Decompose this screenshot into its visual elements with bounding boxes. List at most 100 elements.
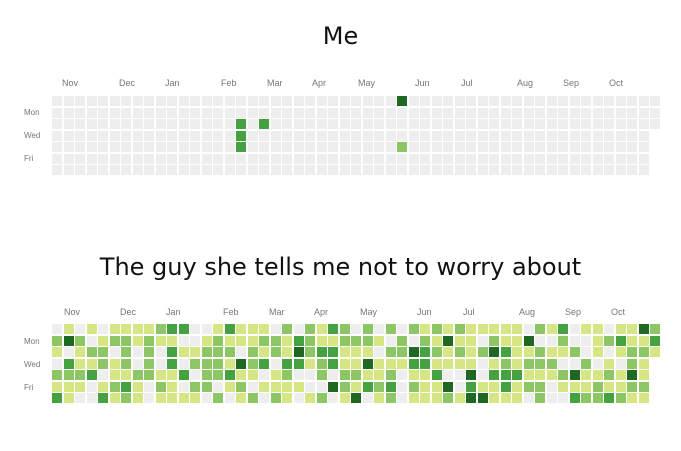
contribution-cell [63, 107, 74, 118]
contribution-cell [466, 107, 476, 118]
contribution-cell [385, 96, 396, 106]
contribution-cell [604, 393, 614, 403]
contribution-cell [52, 153, 62, 164]
contribution-cell [466, 153, 476, 164]
contribution-cell [155, 119, 166, 129]
contribution-cell [385, 324, 396, 334]
contribution-cell [224, 153, 235, 164]
contribution-cell [282, 107, 292, 118]
contribution-cell [201, 165, 212, 175]
contribution-cell [546, 324, 557, 334]
contribution-cell [98, 324, 108, 334]
day-label-wed: Wed [24, 360, 41, 369]
contribution-cell [121, 130, 131, 141]
contribution-cell [512, 107, 522, 118]
contribution-cell [604, 96, 614, 106]
contribution-cell [466, 335, 476, 346]
contribution-cell [385, 107, 396, 118]
contribution-cell [144, 96, 154, 106]
contribution-cell [650, 107, 660, 118]
contribution-cell [63, 142, 74, 152]
contribution-cell [121, 393, 131, 403]
contribution-cell [615, 381, 626, 392]
contribution-cell [477, 142, 488, 152]
contribution-cell [385, 153, 396, 164]
contribution-cell [443, 119, 453, 129]
month-label-oct: Oct [611, 307, 626, 317]
contribution-cell [592, 358, 603, 369]
contribution-cell [466, 165, 476, 175]
contribution-cell [431, 347, 442, 357]
contribution-cell [155, 381, 166, 392]
contribution-cell [247, 142, 258, 152]
contribution-cell [535, 370, 545, 380]
contribution-cell [535, 347, 545, 357]
contribution-cell [121, 347, 131, 357]
day-label-mon: Mon [24, 108, 40, 117]
contribution-cell [638, 358, 649, 369]
contribution-cell [374, 107, 384, 118]
contribution-cell [523, 393, 534, 403]
contribution-cell [454, 324, 465, 334]
contribution-cell [454, 347, 465, 357]
contribution-cell [121, 335, 131, 346]
contribution-cell [201, 358, 212, 369]
contribution-cell [144, 381, 154, 392]
contribution-cell [75, 165, 85, 175]
contribution-cell [293, 381, 304, 392]
contribution-cell [339, 96, 350, 106]
contribution-cell [98, 119, 108, 129]
contribution-cell [282, 370, 292, 380]
contribution-cell [144, 358, 154, 369]
contribution-cell [109, 335, 120, 346]
contribution-cell [293, 119, 304, 129]
contribution-cell [569, 130, 580, 141]
contribution-cell [236, 142, 246, 152]
contribution-cell [558, 130, 568, 141]
contribution-cell [592, 107, 603, 118]
contribution-cell [86, 119, 97, 129]
contribution-cell [328, 165, 338, 175]
contribution-cell [512, 381, 522, 392]
contribution-cell [63, 393, 74, 403]
contribution-cell [178, 119, 189, 129]
contribution-cell [443, 107, 453, 118]
day-label-fri: Fri [24, 154, 34, 163]
contribution-cell [282, 393, 292, 403]
contribution-cell [546, 370, 557, 380]
contribution-cell [190, 370, 200, 380]
contribution-cell [178, 142, 189, 152]
contribution-cell [500, 165, 511, 175]
contribution-cell [259, 130, 269, 141]
contribution-cell [569, 165, 580, 175]
contribution-cell [178, 130, 189, 141]
contribution-cell [466, 393, 476, 403]
contribution-cell [397, 393, 407, 403]
month-label-feb: Feb [221, 78, 237, 88]
contribution-cell [535, 96, 545, 106]
contribution-cell [305, 358, 315, 369]
contribution-cell [293, 165, 304, 175]
contribution-cell [408, 358, 419, 369]
contribution-cell [98, 96, 108, 106]
contribution-cell [201, 107, 212, 118]
contribution-cell [98, 142, 108, 152]
contribution-cell [224, 347, 235, 357]
contribution-cell [282, 381, 292, 392]
contribution-cell [535, 165, 545, 175]
contribution-cell [328, 107, 338, 118]
contribution-cell [546, 142, 557, 152]
contribution-cell [627, 153, 637, 164]
contribution-cell [615, 335, 626, 346]
contribution-cell [420, 324, 430, 334]
contribution-cell [282, 324, 292, 334]
contribution-cell [523, 381, 534, 392]
contribution-cell [466, 358, 476, 369]
contribution-cell [627, 347, 637, 357]
contribution-cell [247, 381, 258, 392]
contribution-cell [535, 119, 545, 129]
contribution-cell [477, 335, 488, 346]
contribution-cell [75, 119, 85, 129]
contribution-cell [328, 335, 338, 346]
contribution-cell [178, 381, 189, 392]
